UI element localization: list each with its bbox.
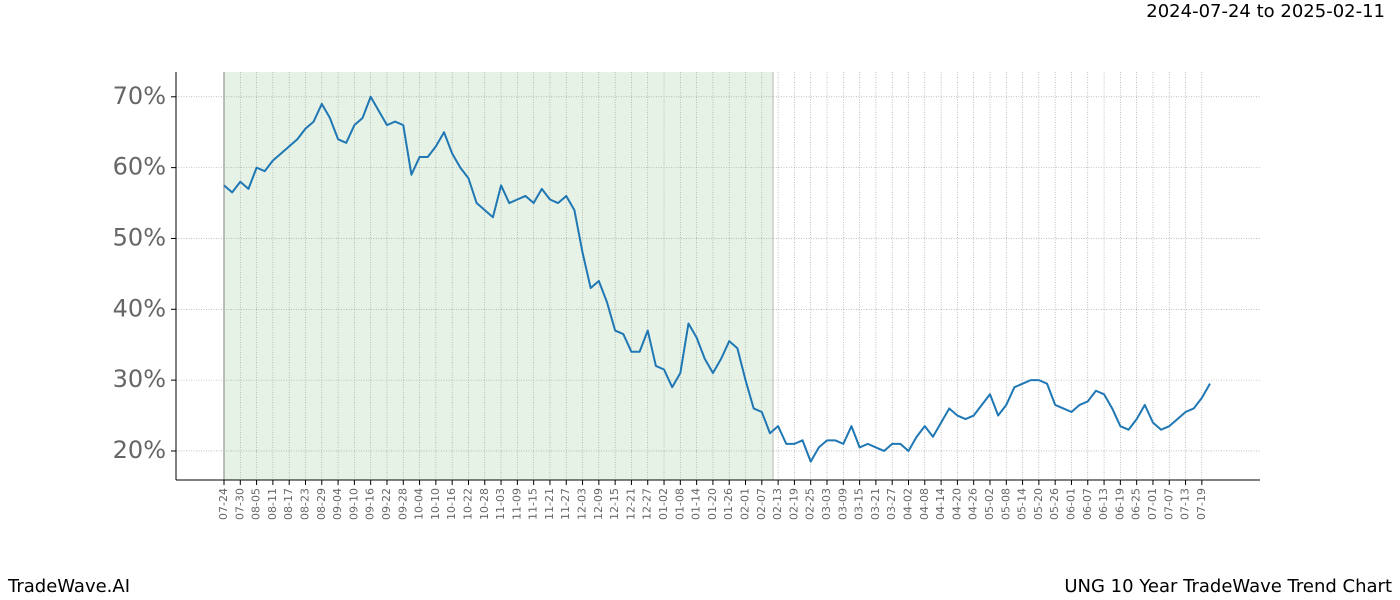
y-tick-label: 30% — [113, 365, 166, 393]
x-tick-label: 06-01 — [1064, 488, 1077, 520]
x-tick-label: 04-14 — [934, 488, 947, 520]
x-tick-label: 05-08 — [999, 488, 1012, 520]
x-tick-label: 06-13 — [1097, 488, 1110, 520]
y-tick-label: 50% — [113, 223, 166, 251]
x-tick-label: 01-20 — [706, 488, 719, 520]
y-tick-label: 70% — [113, 82, 166, 110]
x-tick-label: 07-19 — [1195, 488, 1208, 520]
x-tick-label: 02-01 — [739, 488, 752, 520]
x-tick-label: 11-21 — [543, 488, 556, 520]
x-tick-label: 07-30 — [233, 488, 246, 520]
x-tick-label: 03-27 — [885, 488, 898, 520]
chart-title: UNG 10 Year TradeWave Trend Chart — [1064, 576, 1392, 597]
x-tick-label: 05-26 — [1048, 488, 1061, 520]
x-tick-label: 08-17 — [282, 488, 295, 520]
x-tick-label: 12-09 — [592, 488, 605, 520]
x-tick-label: 09-16 — [364, 488, 377, 520]
x-tick-label: 02-13 — [771, 488, 784, 520]
x-tick-label: 11-15 — [527, 488, 540, 520]
brand: TradeWave.AI — [7, 576, 130, 597]
x-tick-label: 01-08 — [673, 488, 686, 520]
x-tick-label: 08-05 — [250, 488, 263, 520]
y-tick-label: 20% — [113, 436, 166, 464]
x-tick-label: 04-02 — [901, 488, 914, 520]
x-tick-label: 03-21 — [869, 488, 882, 520]
x-tick-label: 08-23 — [298, 488, 311, 520]
x-tick-label: 02-07 — [755, 488, 768, 520]
series-line — [223, 95, 1211, 463]
x-tick-label: 01-14 — [690, 488, 703, 520]
x-tick-label: 10-10 — [429, 488, 442, 520]
x-tick-label: 07-24 — [217, 488, 230, 520]
x-tick-label: 02-25 — [804, 488, 817, 520]
x-tick-label: 12-27 — [641, 488, 654, 520]
x-tick-label: 12-15 — [608, 488, 621, 520]
x-tick-label: 02-19 — [787, 488, 800, 520]
x-tick-label: 11-27 — [559, 488, 572, 520]
x-tick-label: 05-02 — [983, 488, 996, 520]
x-tick-label: 06-07 — [1081, 488, 1094, 520]
x-tick-label: 04-20 — [950, 488, 963, 520]
x-tick-label: 09-28 — [396, 488, 409, 520]
x-tick-label: 11-09 — [510, 488, 523, 520]
x-tick-label: 01-02 — [657, 488, 670, 520]
y-tick-label: 40% — [113, 294, 166, 322]
x-tick-label: 07-07 — [1162, 488, 1175, 520]
x-tick-label: 08-29 — [315, 488, 328, 520]
x-tick-label: 03-09 — [836, 488, 849, 520]
x-tick-label: 10-16 — [445, 488, 458, 520]
x-tick-label: 10-04 — [413, 488, 426, 520]
x-tick-label: 09-04 — [331, 488, 344, 520]
plot — [223, 95, 1211, 463]
x-tick-label: 10-28 — [478, 488, 491, 520]
x-tick-label: 10-22 — [461, 488, 474, 520]
highlight-region — [224, 72, 773, 480]
x-tick-label: 12-03 — [576, 488, 589, 520]
x-tick-label: 06-25 — [1130, 488, 1143, 520]
x-tick-label: 07-13 — [1179, 488, 1192, 520]
x-tick-label: 08-11 — [266, 488, 279, 520]
y-tick-label: 60% — [113, 153, 166, 181]
x-tick-label: 03-15 — [853, 488, 866, 520]
x-tick-label: 06-19 — [1113, 488, 1126, 520]
x-tick-label: 01-26 — [722, 488, 735, 520]
x-tick-label: 07-01 — [1146, 488, 1159, 520]
x-tick-label: 04-08 — [918, 488, 931, 520]
x-tick-label: 09-22 — [380, 488, 393, 520]
x-tick-label: 04-26 — [967, 488, 980, 520]
x-tick-label: 05-14 — [1016, 488, 1029, 520]
subtitle: 2024-07-24 to 2025-02-11 — [1146, 1, 1385, 22]
x-tick-label: 05-20 — [1032, 488, 1045, 520]
x-tick-label: 11-03 — [494, 488, 507, 520]
grid — [176, 72, 1260, 480]
x-tick-label: 12-21 — [624, 488, 637, 520]
x-tick-label: 09-10 — [347, 488, 360, 520]
x-tick-label: 03-03 — [820, 488, 833, 520]
